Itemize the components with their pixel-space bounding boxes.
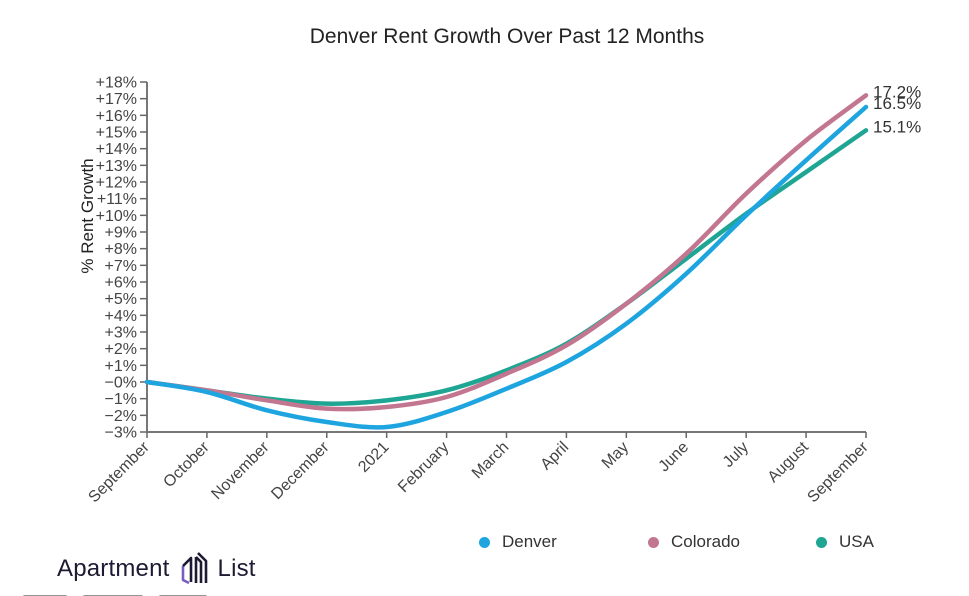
y-tick-label: +10% — [96, 208, 137, 225]
x-tick-label: December — [268, 438, 333, 503]
y-axis-label: % Rent Growth — [78, 158, 97, 273]
x-tick-label: August — [765, 438, 813, 486]
y-tick-label: +5% — [105, 291, 137, 308]
y-tick-label: +13% — [96, 158, 137, 175]
legend-item-colorado[interactable]: Colorado — [648, 532, 740, 552]
x-tick-label: May — [599, 439, 632, 472]
brand-text-right: List — [217, 555, 256, 582]
y-tick-label: −2% — [105, 408, 137, 425]
x-tick-label: June — [656, 439, 693, 476]
chart-title: Denver Rent Growth Over Past 12 Months — [310, 25, 705, 48]
series-line-usa — [144, 128, 869, 406]
x-tick-label: April — [538, 439, 573, 474]
legend-label: USA — [839, 532, 874, 551]
y-tick-label: +3% — [105, 325, 137, 342]
end-label-colorado: 17.2% — [873, 82, 921, 101]
brand-text-left: Apartment — [57, 555, 170, 582]
y-tick-label: +6% — [105, 275, 137, 292]
end-label-denver: 16.5% — [873, 94, 921, 113]
y-tick-label: +2% — [105, 341, 137, 358]
y-tick-label: +18% — [96, 75, 137, 92]
y-tick-label: +16% — [96, 108, 137, 125]
series-line-colorado — [144, 93, 869, 412]
y-tick-label: +15% — [96, 125, 137, 142]
end-labels: 16.5%17.2% 15.1% — [873, 82, 921, 136]
x-tick-label: March — [469, 439, 512, 482]
y-tick-label: +1% — [105, 358, 137, 375]
y-tick-label: −3% — [105, 425, 137, 442]
x-tick-label: September — [85, 438, 153, 506]
y-tick-label: +7% — [105, 258, 137, 275]
y-tick-label: +11% — [97, 191, 137, 208]
legend: Denver Colorado USA — [0, 532, 969, 556]
y-tick-label: +14% — [96, 141, 137, 158]
y-tick-label: +8% — [105, 241, 137, 258]
end-label-usa: 15.1% — [873, 117, 921, 136]
legend-dot-icon — [648, 536, 659, 548]
x-tick-label: July — [720, 439, 752, 471]
legend-label: Colorado — [671, 532, 740, 551]
y-tick-label: +12% — [96, 175, 137, 192]
x-tick-label: February — [395, 439, 452, 496]
series-layer — [144, 93, 869, 430]
legend-label: Denver — [502, 532, 557, 551]
legend-dot-icon — [479, 536, 490, 548]
y-tick-label: −0% — [105, 375, 137, 392]
y-tick-label: +9% — [105, 225, 137, 242]
clipped-footer-text — [22, 588, 252, 596]
series-line-denver — [144, 104, 869, 430]
apartment-list-logo-icon — [181, 552, 207, 585]
y-axis: +18%+17%+16%+15%+14%+13%+12%+11%+10%+9%+… — [96, 75, 148, 442]
legend-item-denver[interactable]: Denver — [479, 532, 557, 552]
x-tick-label: 2021 — [355, 439, 392, 476]
legend-dot-icon — [816, 536, 827, 548]
y-tick-label: +17% — [96, 91, 137, 108]
x-tick-label: November — [208, 438, 273, 503]
brand-logo: Apartment List — [57, 552, 256, 586]
x-tick-label: September — [804, 438, 872, 506]
y-tick-label: +4% — [105, 308, 137, 325]
legend-item-usa[interactable]: USA — [816, 532, 874, 552]
y-tick-label: −1% — [105, 391, 137, 408]
x-tick-label: October — [160, 438, 213, 491]
